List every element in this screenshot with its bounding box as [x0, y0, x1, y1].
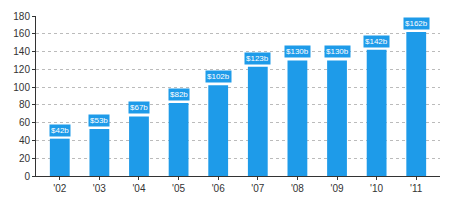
svg-text:140: 140: [13, 46, 30, 57]
svg-text:'06: '06: [212, 183, 225, 194]
svg-text:$130b: $130b: [326, 47, 349, 56]
svg-text:$82b: $82b: [170, 90, 188, 99]
svg-text:0: 0: [24, 171, 30, 182]
svg-text:'05: '05: [172, 183, 185, 194]
svg-text:120: 120: [13, 64, 30, 75]
svg-text:'03: '03: [93, 183, 106, 194]
svg-text:80: 80: [19, 99, 31, 110]
svg-text:100: 100: [13, 82, 30, 93]
svg-text:$130b: $130b: [286, 47, 309, 56]
svg-text:$102b: $102b: [207, 72, 230, 81]
svg-text:$123b: $123b: [246, 54, 269, 63]
svg-text:'08: '08: [291, 183, 304, 194]
svg-text:60: 60: [19, 117, 31, 128]
svg-text:'11: '11: [410, 183, 423, 194]
svg-text:$162b: $162b: [405, 19, 428, 28]
svg-text:'10: '10: [370, 183, 383, 194]
svg-text:'07: '07: [251, 183, 264, 194]
svg-text:20: 20: [19, 153, 31, 164]
svg-text:'02: '02: [53, 183, 66, 194]
svg-text:160: 160: [13, 28, 30, 39]
svg-text:40: 40: [19, 135, 31, 146]
svg-text:$42b: $42b: [51, 126, 69, 135]
svg-text:$142b: $142b: [365, 37, 388, 46]
svg-text:'09: '09: [330, 183, 343, 194]
svg-text:$67b: $67b: [130, 103, 148, 112]
svg-text:'04: '04: [132, 183, 145, 194]
svg-text:$53b: $53b: [90, 116, 108, 125]
svg-text:180: 180: [13, 11, 30, 22]
